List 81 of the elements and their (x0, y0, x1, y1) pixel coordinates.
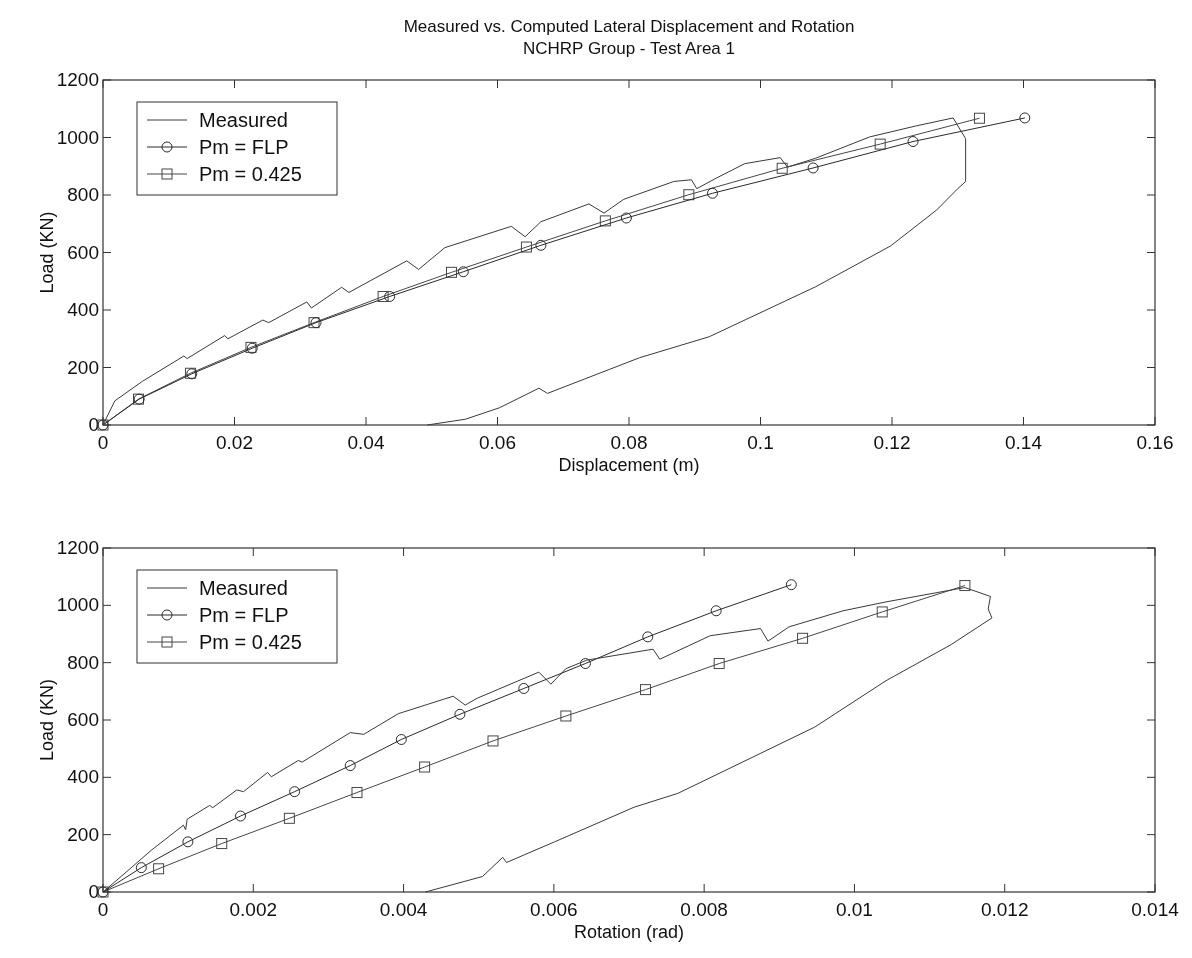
point (785, 579, 797, 591)
legend-label: Pm = 0.425 (199, 163, 302, 185)
point (642, 631, 654, 643)
point (289, 786, 301, 798)
x-tick-label: 0.1 (747, 432, 774, 453)
point (216, 838, 228, 850)
y-tick-label: 1200 (56, 537, 99, 558)
x-tick-label: 0.14 (1005, 432, 1043, 453)
point (457, 266, 469, 278)
point (235, 810, 247, 822)
point (907, 136, 919, 148)
y-tick-label: 800 (67, 184, 99, 205)
point (153, 863, 165, 875)
y-axis-title: Load (KN) (37, 678, 57, 762)
x-axis-title: Rotation (rad) (573, 922, 685, 942)
y-tick-label: 0 (88, 881, 99, 902)
point (776, 162, 788, 174)
point (419, 761, 431, 773)
point (973, 112, 985, 124)
y-tick-label: 1000 (56, 126, 99, 148)
point (959, 580, 971, 592)
legend-label: Measured (199, 577, 288, 599)
x-tick-label: 0.004 (379, 899, 428, 920)
point (620, 212, 632, 224)
y-tick-label: 1200 (56, 69, 99, 90)
point (520, 241, 532, 253)
point (807, 162, 819, 174)
chart-subtitle: NCHRP Group - Test Area 1 (523, 39, 735, 58)
y-tick-label: 600 (67, 241, 99, 263)
point (874, 138, 886, 150)
point (283, 812, 295, 824)
x-tick-label: 0.02 (216, 432, 253, 453)
point (135, 862, 147, 874)
point (876, 606, 888, 618)
chart-title: Measured vs. Computed Lateral Displacement and Rotation (403, 17, 855, 36)
point (579, 658, 591, 670)
point (384, 290, 396, 302)
point (707, 187, 718, 199)
x-tick-label: 0.008 (680, 899, 728, 920)
point (395, 733, 407, 745)
point (797, 632, 809, 644)
y-tick-label: 400 (67, 299, 99, 320)
point (344, 760, 356, 772)
x-tick-label: 0.002 (229, 899, 278, 920)
point (640, 684, 652, 696)
y-tick-label: 200 (67, 356, 99, 378)
y-tick-label: 0 (88, 414, 99, 435)
point (182, 836, 194, 848)
point (377, 290, 389, 302)
y-tick-label: 600 (67, 709, 99, 730)
legend-label: Pm = 0.425 (199, 631, 302, 653)
x-tick-label: 0.06 (479, 432, 516, 453)
y-axis-title: Load (KN) (37, 211, 57, 294)
x-tick-label: 0.08 (610, 432, 648, 453)
y-tick-label: 200 (67, 823, 99, 845)
y-tick-label: 400 (67, 766, 99, 788)
point (351, 787, 363, 799)
point (599, 215, 611, 227)
point (560, 710, 572, 722)
legend-label: Measured (199, 109, 288, 131)
x-tick-label: 0.04 (347, 432, 385, 453)
x-tick-label: 0.012 (980, 899, 1029, 920)
y-tick-label: 1000 (56, 594, 99, 616)
point (710, 605, 722, 617)
legend-label: Pm = FLP (199, 136, 289, 158)
point (683, 189, 695, 201)
point (1019, 112, 1031, 124)
x-tick-label: 0.014 (1131, 899, 1180, 920)
x-tick-label: 0.006 (530, 899, 578, 920)
x-axis-title: Displacement (m) (558, 455, 700, 475)
point (518, 682, 530, 694)
x-tick-label: 0.16 (1136, 432, 1174, 453)
point (713, 658, 725, 670)
point (454, 708, 466, 720)
point (445, 266, 457, 278)
x-tick-label: 0.12 (873, 432, 911, 453)
y-tick-label: 800 (67, 651, 99, 673)
point (535, 239, 547, 251)
x-tick-label: 0.01 (835, 899, 873, 920)
point (487, 735, 499, 747)
legend-label: Pm = FLP (199, 604, 289, 626)
